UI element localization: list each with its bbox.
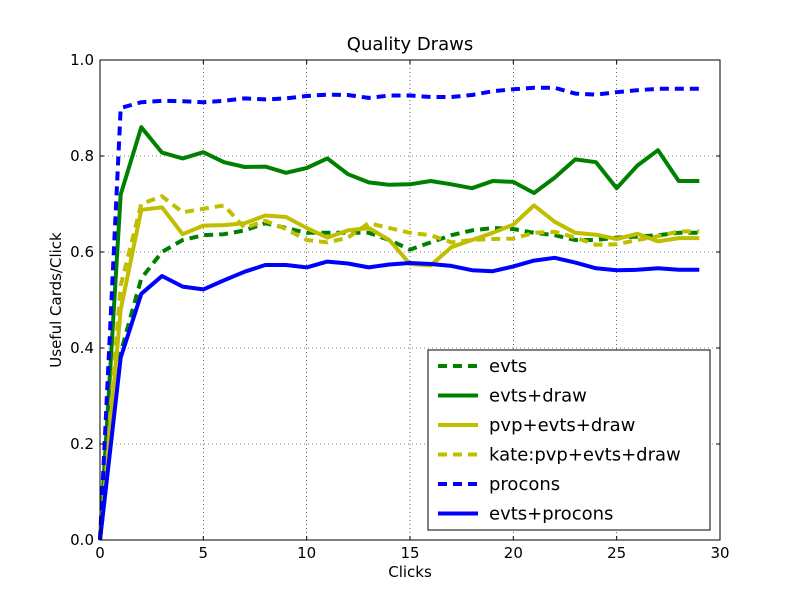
legend: evts evts+draw pvp+evts+draw kate:pvp+evts+… <box>427 349 711 531</box>
grid <box>100 60 720 540</box>
y-tick-label: 0.8 <box>70 147 94 165</box>
y-axis-label: Useful Cards/Click <box>47 232 65 368</box>
y-tick-label: 0.0 <box>70 531 94 549</box>
legend-label: procons <box>489 474 560 495</box>
legend-label: pvp+evts+draw <box>489 415 635 436</box>
x-tick-label: 15 <box>400 544 419 562</box>
x-axis-label: Clicks <box>388 563 432 581</box>
series-line-1 <box>98 125 700 541</box>
series-line-2 <box>98 203 700 541</box>
series-line-4 <box>98 85 700 541</box>
legend-label: evts <box>489 356 527 377</box>
x-tick-label: 25 <box>607 544 626 562</box>
y-tick-label: 0.4 <box>70 339 94 357</box>
chart-title: Quality Draws <box>347 34 473 55</box>
axis-ticks: 0 5 10 15 20 25 30 0.0 0.2 0.4 0.6 0.8 1.0 <box>70 51 729 562</box>
x-tick-label: 20 <box>504 544 523 562</box>
x-tick-label: 0 <box>95 544 105 562</box>
series-line-0 <box>98 221 700 541</box>
legend-box <box>427 349 711 531</box>
x-tick-label: 10 <box>297 544 316 562</box>
y-tick-label: 0.6 <box>70 243 94 261</box>
y-tick-label: 1.0 <box>70 51 94 69</box>
series-layer <box>98 85 700 541</box>
legend-label: kate:pvp+evts+draw <box>489 445 681 466</box>
x-tick-label: 5 <box>199 544 209 562</box>
y-tick-label: 0.2 <box>70 435 94 453</box>
legend-label: evts+procons <box>489 504 613 525</box>
series-line-5 <box>98 255 700 541</box>
series-line-3 <box>98 194 700 541</box>
legend-label: evts+draw <box>489 386 587 407</box>
x-tick-label: 30 <box>710 544 729 562</box>
